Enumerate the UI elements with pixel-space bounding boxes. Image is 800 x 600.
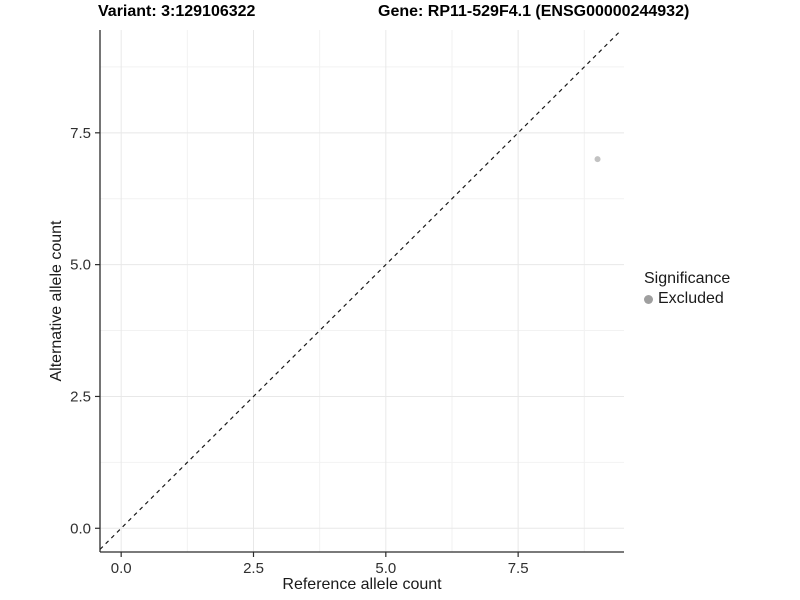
legend: Significance Excluded — [644, 269, 730, 309]
y-axis-title: Alternative allele count — [48, 220, 65, 382]
legend-swatch-excluded — [644, 294, 653, 304]
variant-title: Variant: 3:129106322 — [98, 3, 256, 20]
y-tick-label: 2.5 — [70, 388, 91, 405]
legend-title: Significance — [644, 270, 731, 287]
y-tick-label: 5.0 — [70, 257, 91, 274]
x-tick-label: 0.0 — [111, 560, 132, 577]
legend-item-excluded: Excluded — [644, 289, 730, 309]
legend-item-label: Excluded — [658, 290, 724, 307]
data-point — [594, 156, 601, 163]
gene-title: Gene: RP11-529F4.1 (ENSG00000244932) — [378, 3, 690, 20]
x-tick-label: 5.0 — [375, 560, 396, 577]
x-tick-label: 2.5 — [243, 560, 264, 577]
y-tick-label: 7.5 — [70, 125, 91, 142]
y-tick-label: 0.0 — [70, 520, 91, 537]
x-tick-label: 7.5 — [508, 560, 529, 577]
x-axis-title: Reference allele count — [282, 576, 442, 593]
identity-line — [99, 29, 622, 550]
